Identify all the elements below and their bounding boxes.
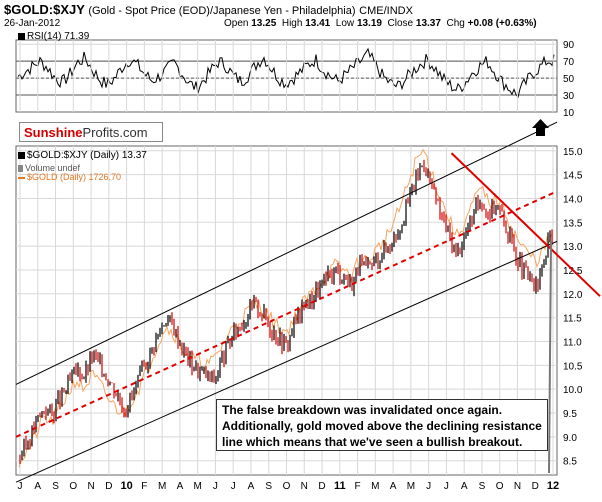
x-tick-label: S (52, 481, 59, 492)
x-tick-label: N (514, 481, 521, 492)
x-tick-label: J (444, 481, 449, 492)
x-tick-label: 11 (334, 480, 346, 492)
rsi-tick-label: 70 (563, 57, 575, 68)
x-tick-label: A (34, 481, 41, 492)
x-tick-label: D (318, 481, 325, 492)
price-tick-label: 13.0 (563, 242, 583, 253)
gold-overlay-line (18, 148, 554, 468)
x-tick-label: J (231, 481, 236, 492)
ohlc-readout: Open 13.25 High 13.41 Low 13.19 Close 13… (224, 18, 537, 29)
rsi-tick-label: 50 (563, 74, 575, 85)
x-tick-label: J (426, 481, 431, 492)
price-tick-label: 8.5 (563, 457, 577, 468)
x-tick-label: O (69, 481, 77, 492)
x-tick-label: A (177, 481, 184, 492)
x-tick-label: D (105, 481, 112, 492)
x-tick-label: M (158, 481, 166, 492)
price-tick-label: 14.0 (563, 194, 583, 205)
legend-main: $GOLD:$XJY (Daily) 13.37 (18, 150, 147, 161)
price-tick-label: 11.0 (563, 337, 582, 348)
channel-upper-line (15, 121, 558, 385)
x-tick-label: O (283, 481, 291, 492)
x-tick-label: N (301, 481, 308, 492)
x-tick-label: M (371, 481, 379, 492)
x-tick-label: N (87, 481, 94, 492)
x-tick-label: 10 (120, 480, 132, 492)
legend-volume: Volume undef (18, 163, 80, 173)
rsi-tick-label: 90 (563, 40, 575, 51)
x-tick-label: M (193, 481, 201, 492)
annotation-box: The false breakdown was invalidated once… (216, 399, 548, 451)
x-tick-label: 12 (547, 480, 559, 492)
chart-title: $GOLD:$XJY (Gold - Spot Price (EOD)/Japa… (4, 2, 413, 17)
x-tick-label: J (213, 481, 218, 492)
legend-gold: $GOLD (Daily) 1726.70 (18, 172, 121, 182)
rsi-tick-label: 10 (563, 108, 575, 119)
x-tick-label: A (461, 481, 468, 492)
price-tick-label: 14.5 (563, 171, 583, 182)
x-tick-label: M (407, 481, 415, 492)
x-tick-label: F (141, 481, 147, 492)
sunshine-profits-logo: SunshineProfits.com (19, 122, 163, 142)
x-tick-label: D (532, 481, 539, 492)
rsi-label: RSI(14) 71.39 (18, 31, 89, 42)
x-tick-label: S (265, 481, 272, 492)
price-tick-label: 9.5 (563, 409, 577, 420)
price-tick-label: 9.0 (563, 433, 577, 444)
volume-spike (548, 241, 552, 474)
x-tick-label: F (355, 481, 361, 492)
x-tick-label: J (18, 481, 23, 492)
x-tick-label: S (479, 481, 486, 492)
price-tick-label: 10.5 (563, 361, 583, 372)
price-tick-label: 13.5 (563, 218, 583, 229)
dashed-trend-line (15, 190, 558, 438)
price-tick-label: 11.5 (563, 314, 582, 325)
declining-resistance-line (450, 152, 601, 297)
x-tick-label: O (496, 481, 504, 492)
channel-lower-line (15, 240, 558, 483)
x-tick-label: A (390, 481, 397, 492)
rsi-tick-label: 30 (563, 91, 575, 102)
price-tick-label: 12.0 (563, 290, 583, 301)
chart-date: 26-Jan-2012 (4, 18, 61, 29)
price-tick-label: 15.0 (563, 147, 583, 158)
x-tick-label: A (248, 481, 255, 492)
price-tick-label: 10.0 (563, 385, 583, 396)
